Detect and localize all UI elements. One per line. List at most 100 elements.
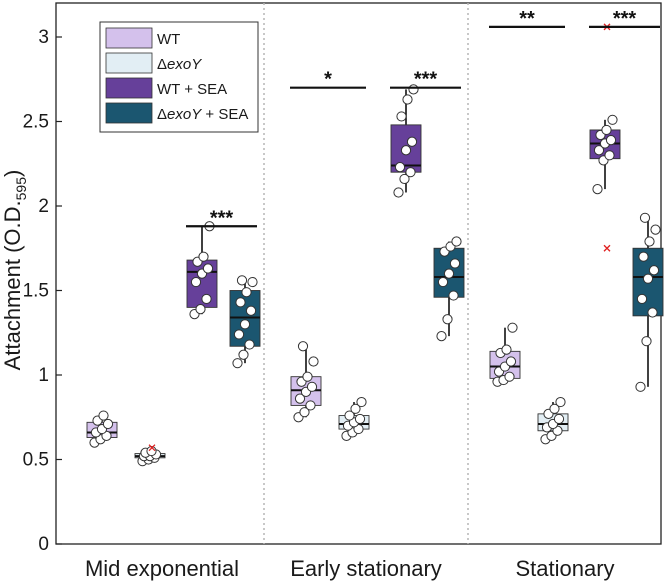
box-wt-sea-stationary-point-0: [592, 184, 603, 195]
box-wt-stationary-point-5: [505, 356, 517, 367]
box-wt-sea-mid-exponential: [186, 221, 218, 320]
box-wt-sea-mid-exponential-point-5: [202, 263, 214, 274]
significance-label-2: ***: [414, 69, 438, 91]
legend-swatch-exoy-sea: [105, 102, 153, 124]
box-wt-early-stationary-point-2: [305, 400, 316, 411]
box-wt-early-stationary-point-9: [297, 341, 309, 352]
x-axis: Mid exponential Early stationary Stationar…: [85, 556, 615, 581]
box-exoy-sea-mid-exponential-point-5: [245, 305, 257, 316]
box-wt-sea-mid-exponential-point-7: [198, 251, 209, 262]
box-wt-sea-early-stationary-point-2: [405, 167, 416, 178]
legend-swatch-wt-sea: [105, 77, 153, 99]
significance-label-0: ***: [210, 207, 234, 229]
box-exoy-sea-early-stationary-point-3: [437, 276, 449, 288]
y-tick-label-1: 0.5: [23, 450, 49, 471]
x-group-label-stationary: Stationary: [515, 556, 614, 581]
legend-label-wt-sea: WT + SEA: [157, 81, 227, 98]
legend-swatch-wt: [105, 27, 153, 49]
box-wt-sea-early-stationary-point-7: [402, 94, 413, 105]
box-wt-sea-early-stationary-point-6: [396, 111, 407, 122]
box-exoy-sea-stationary-point-5: [648, 265, 660, 276]
legend-label-exoy-sea: ΔexoY + SEA: [157, 106, 248, 123]
box-exoy-stationary-point-7: [549, 403, 560, 414]
box-exoy-sea-stationary-iqr: [632, 247, 664, 317]
box-exoy-sea-mid-exponential-point-6: [235, 297, 246, 308]
significance-markers: **** ***** ***: [186, 8, 660, 229]
box-exoy-sea-early-stationary-point-0: [436, 331, 447, 342]
x-group-label-early-stationary: Early stationary: [290, 556, 442, 581]
box-exoy-mid-exponential-outlier-0: [148, 444, 156, 452]
box-exoy-sea-mid-exponential-point-8: [247, 276, 258, 288]
box-exoy-sea-stationary-point-1: [641, 336, 652, 347]
box-wt-early-stationary-point-5: [306, 381, 318, 392]
box-exoy-stationary-point-8: [555, 396, 566, 408]
box-exoy-sea-mid-exponential-point-3: [233, 329, 245, 340]
box-exoy-sea-early-stationary-point-2: [448, 290, 459, 301]
box-wt-stationary-point-2: [504, 371, 515, 382]
box-wt-sea-stationary-point-8: [607, 114, 618, 125]
box-wt-early-stationary-point-8: [308, 356, 319, 367]
y-tick-label-4: 2: [38, 196, 49, 217]
box-wt-early-stationary: [290, 341, 322, 423]
box-exoy-sea-mid-exponential-point-2: [244, 339, 255, 350]
box-wt-sea-mid-exponential-point-1: [195, 303, 206, 315]
box-exoy-sea-mid-exponential-point-4: [239, 319, 251, 330]
box-exoy-sea-stationary-point-0: [635, 381, 646, 392]
y-tick-label-3: 1.5: [23, 281, 49, 302]
box-exoy-stationary-point-5: [553, 413, 565, 425]
box-wt-early-stationary-point-3: [294, 393, 306, 404]
box-wt-stationary-point-7: [501, 344, 512, 355]
box-wt-sea-early-stationary-point-4: [400, 145, 412, 156]
box-wt-sea-stationary-point-7: [601, 124, 612, 136]
box-wt-sea-stationary-point-3: [593, 145, 605, 156]
box-exoy-sea-mid-exponential-point-1: [238, 349, 249, 360]
box-exoy-early-stationary-point-8: [356, 396, 367, 408]
box-exoy-sea-stationary-point-6: [638, 251, 649, 262]
box-wt-early-stationary-point-1: [299, 407, 310, 418]
box-exoy-early-stationary-point-7: [350, 403, 361, 414]
box-exoy-sea-early-stationary-point-5: [449, 258, 461, 269]
y-axis-label: Attachment (O.D.595): [0, 170, 29, 371]
box-exoy-sea-stationary: [632, 212, 664, 392]
box-exoy-sea-stationary-point-7: [644, 236, 655, 247]
box-wt-stationary: [489, 322, 521, 387]
y-tick-label-5: 2.5: [23, 112, 49, 133]
legend-label-wt: WT: [157, 31, 180, 48]
box-wt-mid-exponential: [86, 410, 118, 448]
box-exoy-sea-early-stationary-point-4: [443, 268, 455, 279]
y-tick-label-0: 0: [38, 534, 49, 555]
box-exoy-sea-stationary-point-3: [636, 293, 648, 305]
box-exoy-early-stationary: [338, 396, 370, 441]
box-exoy-sea-stationary-point-8: [650, 224, 661, 235]
box-wt-sea-mid-exponential-point-3: [190, 276, 202, 288]
significance-label-4: ***: [613, 8, 637, 30]
box-exoy-sea-early-stationary-point-1: [442, 314, 453, 325]
y-tick-label-2: 1: [38, 365, 49, 386]
box-wt-mid-exponential-point-5: [102, 418, 114, 430]
box-wt-sea-stationary-point-5: [605, 134, 617, 146]
box-wt-sea-early-stationary-point-3: [394, 162, 406, 173]
box-exoy-sea-mid-exponential: [229, 275, 261, 369]
box-exoy-early-stationary-point-6: [344, 410, 355, 421]
y-axis: 0 0.5 1 1.5 2 2.5 3: [23, 27, 62, 555]
box-exoy-stationary: [537, 396, 569, 445]
box-wt-sea-stationary: [589, 23, 621, 252]
box-wt-sea-stationary-outlier-0: [603, 244, 611, 252]
legend-swatch-exoy: [105, 52, 153, 74]
box-exoy-sea-stationary-point-9: [639, 212, 651, 223]
box-wt-mid-exponential-point-7: [98, 410, 109, 421]
box-wt-early-stationary-point-7: [302, 371, 313, 382]
box-exoy-early-stationary-point-5: [354, 413, 366, 425]
box-exoy-mid-exponential: [134, 444, 166, 467]
box-wt-sea-stationary-point-2: [604, 150, 615, 161]
box-wt-sea-early-stationary-point-5: [406, 136, 418, 147]
group-dividers: [263, 3, 469, 544]
box-wt-stationary-point-8: [507, 322, 518, 333]
box-wt-sea-mid-exponential-point-2: [201, 293, 212, 305]
box-wt-sea-early-stationary-point-1: [399, 173, 410, 185]
legend-label-exoy: ΔexoY: [157, 56, 202, 73]
box-exoy-sea-early-stationary-point-8: [451, 236, 462, 247]
box-series: [86, 23, 664, 467]
box-wt-sea-early-stationary-point-0: [393, 187, 404, 198]
